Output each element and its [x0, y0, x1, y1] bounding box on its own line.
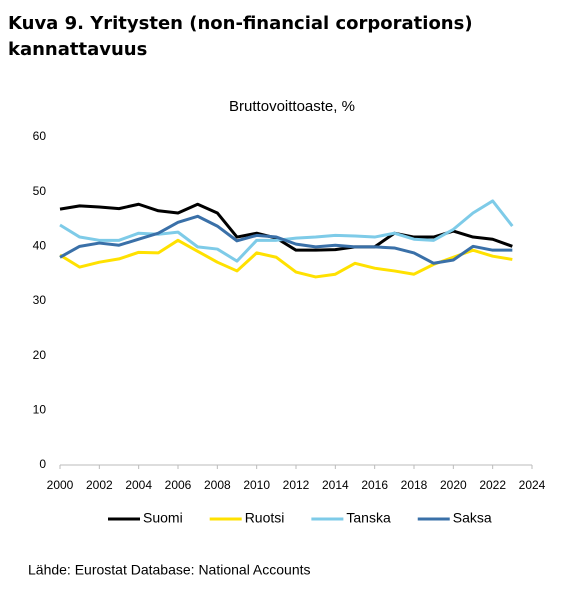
x-tick-label: 2020 [440, 478, 467, 492]
legend-label: Ruotsi [245, 510, 285, 526]
x-tick-label: 2014 [322, 478, 349, 492]
y-tick-label: 0 [39, 457, 46, 471]
x-tick-label: 2002 [86, 478, 113, 492]
page-title: Kuva 9. Yritysten (non-financial corpora… [8, 13, 473, 34]
x-tick-label: 2016 [361, 478, 388, 492]
legend-label: Tanska [346, 510, 391, 526]
series-line [59, 214, 513, 265]
y-tick-label: 50 [33, 184, 47, 198]
x-tick-label: 2012 [283, 478, 310, 492]
y-tick-label: 10 [33, 403, 47, 417]
legend-label: Saksa [453, 510, 492, 526]
x-tick-label: 2010 [243, 478, 270, 492]
x-tick-label: 2022 [479, 478, 506, 492]
x-tick-label: 2024 [519, 478, 546, 492]
source: Lähde: Eurostat Database: National Accou… [28, 562, 311, 578]
x-tick-label: 2006 [165, 478, 192, 492]
x-tick-label: 2004 [125, 478, 152, 492]
page-title: kannattavuus [8, 39, 147, 60]
y-tick-label: 40 [33, 239, 47, 253]
y-tick-label: 20 [33, 348, 47, 362]
x-tick-label: 2008 [204, 478, 231, 492]
legend-label: Suomi [143, 510, 183, 526]
chart-title: Bruttovoittoaste, % [229, 98, 355, 115]
y-tick-label: 30 [33, 293, 47, 307]
x-tick-label: 2000 [47, 478, 74, 492]
series-line [59, 199, 514, 263]
y-tick-label: 60 [33, 129, 47, 143]
series-line [59, 202, 513, 252]
x-tick-label: 2018 [401, 478, 428, 492]
